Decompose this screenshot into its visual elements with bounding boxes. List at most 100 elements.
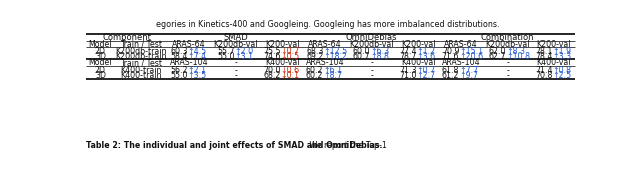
Text: 70.8: 70.8 (535, 71, 552, 80)
Text: 71.6: 71.6 (442, 52, 460, 61)
Text: ↑3.3: ↑3.3 (552, 52, 572, 61)
Text: 68.3: 68.3 (306, 47, 323, 56)
Text: 74.6: 74.6 (263, 52, 281, 61)
Text: ↑2.7: ↑2.7 (417, 71, 436, 80)
Text: 55.0: 55.0 (170, 71, 188, 80)
Text: 62.7: 62.7 (488, 52, 506, 61)
Text: -: - (506, 71, 509, 80)
Text: ↑4.5: ↑4.5 (188, 47, 207, 56)
Text: 61.2: 61.2 (442, 71, 460, 80)
Text: ↑20.6: ↑20.6 (460, 52, 483, 61)
Text: ↑2.1: ↑2.1 (188, 66, 207, 75)
Text: ↑3.5: ↑3.5 (188, 71, 207, 80)
Text: 77.4: 77.4 (399, 47, 417, 56)
Text: ↑10.8: ↑10.8 (506, 52, 530, 61)
Text: 78.4: 78.4 (535, 52, 552, 61)
Text: ARAS-104: ARAS-104 (442, 58, 480, 67)
Text: K400-val: K400-val (537, 58, 572, 67)
Text: 70.0: 70.0 (263, 66, 281, 75)
Text: 3D: 3D (95, 52, 106, 61)
Text: 56.2: 56.2 (170, 66, 188, 75)
Text: 55.7: 55.7 (217, 47, 234, 56)
Text: -: - (371, 71, 373, 80)
Text: K200db-val: K200db-val (214, 40, 258, 49)
Text: 71.4: 71.4 (535, 66, 552, 75)
Text: K200-val: K200-val (265, 40, 300, 49)
Text: 2D: 2D (95, 47, 106, 56)
Text: Combination: Combination (481, 33, 534, 42)
Text: ↑7.7: ↑7.7 (460, 66, 479, 75)
Text: 2D: 2D (95, 66, 106, 75)
Text: ↑0.7: ↑0.7 (417, 66, 436, 75)
Text: SMAD: SMAD (223, 33, 248, 42)
Text: ↑2.0: ↑2.0 (234, 47, 253, 56)
Text: ↑3.1: ↑3.1 (234, 52, 253, 61)
Text: 60.2: 60.2 (306, 71, 323, 80)
Text: We report the Top-1: We report the Top-1 (307, 141, 387, 150)
Text: 71.3: 71.3 (399, 66, 417, 75)
Text: Model: Model (89, 40, 112, 49)
Text: K400-train: K400-train (120, 71, 162, 80)
Text: -: - (371, 66, 373, 75)
Text: K200-val: K200-val (537, 40, 572, 49)
Text: 78.1: 78.1 (535, 47, 552, 56)
Text: ARAS-104: ARAS-104 (170, 58, 209, 67)
Text: 78.7: 78.7 (399, 52, 417, 61)
Text: -: - (234, 58, 237, 67)
Text: Train / Test: Train / Test (120, 58, 162, 67)
Text: 55.0: 55.0 (217, 52, 234, 61)
Text: ↓0.1: ↓0.1 (281, 71, 300, 80)
Text: ARAS-64: ARAS-64 (444, 40, 477, 49)
Text: K200db-train: K200db-train (115, 47, 167, 56)
Text: ↑12.5: ↑12.5 (323, 47, 348, 56)
Text: 3D: 3D (95, 71, 106, 80)
Text: ↑3.6: ↑3.6 (417, 52, 436, 61)
Text: ↑7.4: ↑7.4 (188, 52, 207, 61)
Text: K200db-val: K200db-val (349, 40, 394, 49)
Text: 60.0: 60.0 (353, 47, 371, 56)
Text: Table 2: The individual and joint effects of SMAD and OmniDebias.: Table 2: The individual and joint effect… (86, 141, 383, 150)
Text: ↑1.2: ↑1.2 (417, 47, 436, 56)
Text: ↑8.8: ↑8.8 (371, 52, 389, 61)
Text: ↑0.8: ↑0.8 (552, 66, 572, 75)
Text: ↓0.5: ↓0.5 (281, 52, 300, 61)
Text: 70.9: 70.9 (442, 47, 460, 56)
Text: 60.3: 60.3 (170, 47, 188, 56)
Text: egories in Kinetics-400 and Googleing. Googleing has more imbalanced distributio: egories in Kinetics-400 and Googleing. G… (156, 20, 500, 29)
Text: ARAS-64: ARAS-64 (308, 40, 342, 49)
Text: 60.7: 60.7 (353, 52, 371, 61)
Text: 58.4: 58.4 (170, 52, 188, 61)
Text: 69.2: 69.2 (306, 52, 323, 61)
Text: K200-val: K200-val (401, 40, 435, 49)
Text: -: - (506, 66, 509, 75)
Text: -: - (506, 58, 509, 67)
Text: ARAS-104: ARAS-104 (306, 58, 344, 67)
Text: K200db-train: K200db-train (115, 52, 167, 61)
Text: -: - (371, 58, 373, 67)
Text: 75.5: 75.5 (263, 47, 281, 56)
Text: ↑6.3: ↑6.3 (371, 47, 390, 56)
Text: 68.2: 68.2 (264, 71, 281, 80)
Text: Train / Test: Train / Test (120, 40, 162, 49)
Text: ↑9.7: ↑9.7 (460, 71, 478, 80)
Text: ↑1.9: ↑1.9 (552, 47, 572, 56)
Text: 71.0: 71.0 (399, 71, 417, 80)
Text: 60.2: 60.2 (306, 66, 323, 75)
Text: 61.8: 61.8 (442, 66, 460, 75)
Text: ↑15.1: ↑15.1 (460, 47, 483, 56)
Text: OmniDebias: OmniDebias (346, 33, 397, 42)
Text: -: - (234, 71, 237, 80)
Text: ARAS-64: ARAS-64 (172, 40, 206, 49)
Text: -: - (234, 66, 237, 75)
Text: ↑8.3: ↑8.3 (506, 47, 525, 56)
Text: ↓0.6: ↓0.6 (281, 66, 300, 75)
Text: Component: Component (102, 33, 151, 42)
Text: ↑6.1: ↑6.1 (323, 66, 342, 75)
Text: K200db-val: K200db-val (485, 40, 530, 49)
Text: ↑2.5: ↑2.5 (552, 71, 572, 80)
Text: ↑8.7: ↑8.7 (323, 71, 342, 80)
Text: K400-train: K400-train (120, 66, 162, 75)
Text: K400-val: K400-val (401, 58, 435, 67)
Text: ↓0.7: ↓0.7 (281, 47, 300, 56)
Text: 62.0: 62.0 (488, 47, 506, 56)
